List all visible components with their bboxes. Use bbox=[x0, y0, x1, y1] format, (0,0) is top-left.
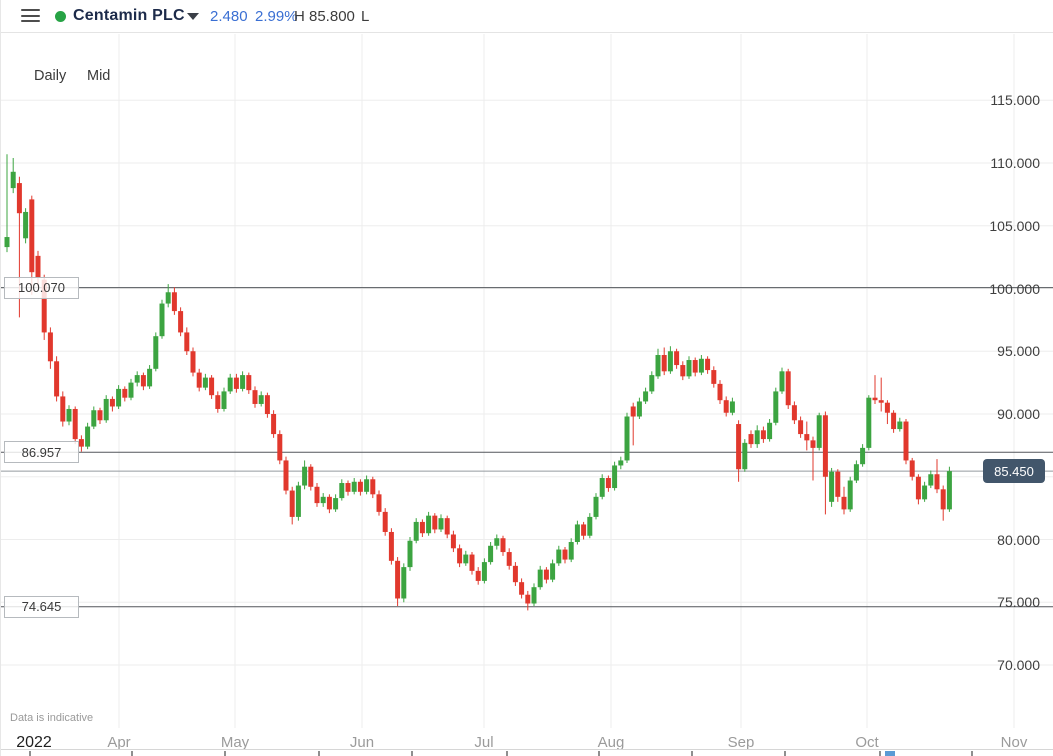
y-axis-label: 70.000 bbox=[997, 657, 1040, 673]
y-axis-label: 100.000 bbox=[989, 280, 1040, 297]
price-change-percent: 2.99% bbox=[255, 8, 298, 25]
price-level-label: 86.957 bbox=[4, 441, 79, 464]
scrubber-tick bbox=[224, 751, 226, 756]
price-level-label: 74.645 bbox=[4, 595, 79, 618]
x-axis-label: Jun bbox=[349, 734, 375, 751]
timeframe-daily-button[interactable]: Daily bbox=[34, 68, 67, 84]
price-level-label: 100.070 bbox=[4, 276, 79, 299]
disclaimer-text: Data is indicative bbox=[10, 712, 94, 724]
x-axis-label: 2022 bbox=[16, 734, 52, 751]
scrubber-tick bbox=[784, 751, 786, 756]
scrubber-tick bbox=[879, 751, 881, 756]
market-open-status-icon bbox=[55, 11, 66, 22]
x-axis-label: May bbox=[220, 734, 250, 751]
y-axis-label: 95.000 bbox=[997, 343, 1040, 360]
time-scrubber[interactable] bbox=[1, 749, 1053, 756]
y-axis-label: 75.000 bbox=[997, 594, 1040, 611]
current-price-badge: 85.450 bbox=[983, 459, 1045, 484]
price-change-value: 2.480 bbox=[210, 8, 248, 25]
y-axis-label: 110.000 bbox=[990, 155, 1040, 171]
scrubber-tick bbox=[29, 751, 31, 756]
scrubber-tick bbox=[506, 751, 508, 756]
y-axis-label: 115.000 bbox=[990, 92, 1040, 109]
scrubber-tick bbox=[411, 751, 413, 756]
menu-icon[interactable] bbox=[21, 9, 40, 24]
y-axis-label: 90.000 bbox=[997, 406, 1040, 422]
low-label: L bbox=[361, 8, 370, 25]
x-axis-label: Jul bbox=[474, 734, 494, 751]
x-axis-label: Aug bbox=[597, 734, 625, 751]
x-axis-label: Oct bbox=[855, 734, 879, 751]
scrubber-tick bbox=[598, 751, 600, 756]
high-label: H bbox=[294, 8, 305, 25]
price-type-mid-button[interactable]: Mid bbox=[87, 68, 111, 84]
scrubber-tick bbox=[131, 751, 133, 756]
x-axis-label: Nov bbox=[1000, 734, 1028, 751]
scrubber-tick bbox=[691, 751, 693, 756]
instrument-title[interactable]: Centamin PLC bbox=[73, 7, 185, 24]
y-axis-label: 80.000 bbox=[997, 531, 1040, 548]
x-axis-label: Sep bbox=[727, 734, 755, 751]
chevron-down-icon[interactable] bbox=[187, 13, 199, 20]
scrubber-tick bbox=[971, 751, 973, 756]
y-axis-label: 105.000 bbox=[989, 217, 1040, 234]
high-value: 85.800 bbox=[309, 8, 355, 25]
scrubber-handle[interactable] bbox=[885, 751, 895, 756]
chart-header: Centamin PLC 2.480 2.99% H 85.800 L bbox=[1, 0, 1053, 33]
x-axis-label: Apr bbox=[107, 734, 131, 751]
scrubber-tick bbox=[318, 751, 320, 756]
